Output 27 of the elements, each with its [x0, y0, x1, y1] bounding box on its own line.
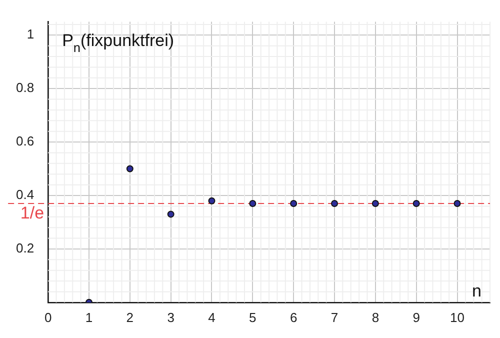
x-tick-label: 4: [208, 310, 216, 325]
y-tick-label: 0.8: [16, 80, 34, 96]
point: [126, 165, 134, 172]
ref-line-label: 1/e: [20, 204, 44, 223]
x-tick-label: 10: [450, 310, 464, 325]
x-axis-title: n: [472, 281, 482, 300]
x-tick-label: 9: [412, 310, 420, 325]
x-tick-label: 7: [330, 310, 338, 325]
point: [208, 197, 216, 204]
x-tick-label: 1: [85, 310, 93, 325]
x-tick-label: 3: [167, 310, 174, 325]
point: [454, 200, 461, 208]
x-tick-label: 5: [249, 310, 256, 325]
y-tick-label: 0.6: [16, 134, 34, 149]
point: [412, 200, 420, 208]
y-tick-label: 1: [26, 26, 34, 42]
x-tick-label: 0: [44, 310, 52, 325]
point: [290, 200, 298, 208]
y-tick-label: 0.4: [16, 187, 34, 202]
point: [167, 210, 174, 218]
x-tick-label: 8: [372, 310, 380, 325]
x-tick-label: 6: [290, 310, 298, 325]
y-tick-label: 0.2: [16, 240, 34, 256]
point: [331, 200, 338, 208]
x-tick-label: 2: [126, 310, 134, 325]
point: [249, 200, 256, 208]
point: [372, 200, 379, 208]
